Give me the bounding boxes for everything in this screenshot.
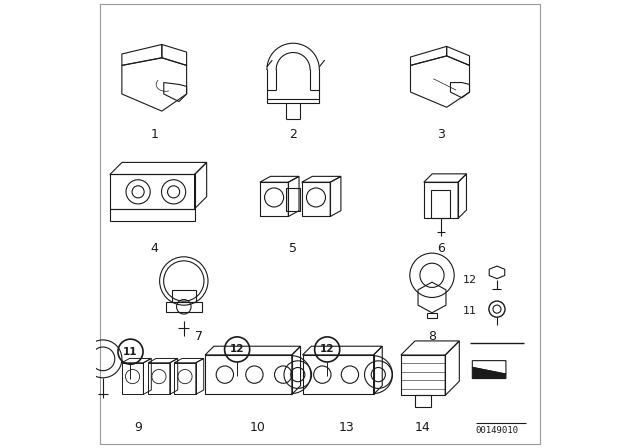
Text: 10: 10 [250,421,265,435]
Text: 00149010: 00149010 [476,426,518,435]
Text: 12: 12 [320,345,335,354]
Text: 13: 13 [339,421,355,435]
Text: 12: 12 [230,345,244,354]
Text: 9: 9 [134,421,143,435]
Text: 11: 11 [463,306,477,316]
Text: 5: 5 [289,242,297,255]
Text: 7: 7 [195,329,203,343]
Text: 14: 14 [415,421,431,435]
Text: 3: 3 [437,128,445,141]
Text: 11: 11 [124,347,138,357]
Text: 8: 8 [428,329,436,343]
Text: 1: 1 [150,128,158,141]
Text: 4: 4 [150,242,158,255]
Polygon shape [472,367,506,379]
Text: 6: 6 [437,242,445,255]
Text: 12: 12 [463,275,477,285]
Text: 2: 2 [289,128,297,141]
